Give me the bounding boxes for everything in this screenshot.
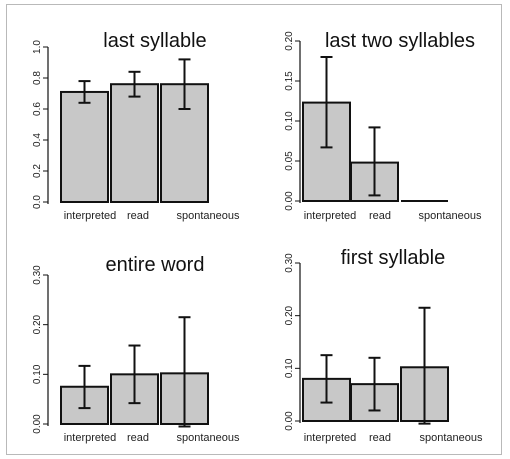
- category-label: interpreted: [64, 432, 117, 444]
- y-tick-label: 0.10: [284, 358, 295, 378]
- chart-title: last two syllables: [325, 30, 475, 52]
- bar: [302, 101, 351, 202]
- y-tick-label: 0.00: [284, 191, 295, 211]
- y-tick-label: 0.30: [32, 265, 43, 285]
- category-label: read: [127, 210, 149, 222]
- category-label: spontaneous: [177, 432, 240, 444]
- y-tick-label: 0.20: [284, 305, 295, 325]
- y-tick-label: 1.0: [32, 40, 43, 54]
- category-label: interpreted: [304, 432, 357, 444]
- y-tick-label: 0.8: [32, 71, 43, 85]
- y-tick-label: 0.0: [32, 195, 43, 209]
- category-label: read: [369, 210, 391, 222]
- category-label: read: [369, 432, 391, 444]
- y-tick-label: 0.10: [32, 364, 43, 384]
- chart-title: last syllable: [103, 30, 206, 52]
- y-tick-label: 0.30: [284, 253, 295, 273]
- category-label: spontaneous: [420, 432, 483, 444]
- chart-title: first syllable: [341, 247, 445, 269]
- y-tick-label: 0.20: [32, 314, 43, 334]
- bar: [160, 83, 209, 203]
- y-tick-label: 0.15: [284, 71, 295, 91]
- category-label: interpreted: [64, 210, 117, 222]
- bar: [110, 83, 159, 203]
- y-tick-label: 0.00: [284, 411, 295, 431]
- y-tick-label: 0.20: [284, 31, 295, 51]
- y-tick-label: 0.6: [32, 102, 43, 116]
- bar: [60, 90, 109, 203]
- category-label: spontaneous: [419, 210, 482, 222]
- category-label: interpreted: [304, 210, 357, 222]
- category-label: read: [127, 432, 149, 444]
- category-label: spontaneous: [177, 210, 240, 222]
- y-tick-label: 0.05: [284, 151, 295, 171]
- y-tick-label: 0.2: [32, 164, 43, 178]
- y-tick-label: 0.10: [284, 111, 295, 131]
- chart-title: entire word: [106, 254, 205, 276]
- y-tick-label: 0.00: [32, 414, 43, 434]
- y-tick-label: 0.4: [32, 133, 43, 147]
